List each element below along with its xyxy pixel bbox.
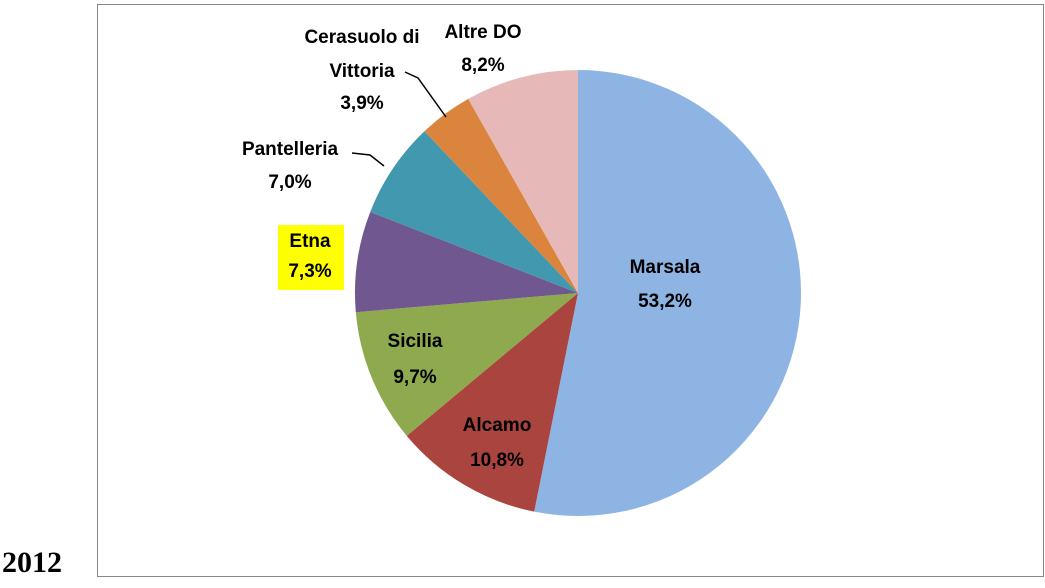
label-highlight (278, 225, 344, 290)
slice-value-label: 7,3% (288, 261, 331, 282)
slice-value-label: 10,8% (470, 450, 524, 471)
slice-label: Pantelleria (242, 139, 339, 160)
slice-label: Etna (289, 231, 331, 252)
slice-label: Marsala (630, 257, 701, 278)
slice-value-label: 53,2% (638, 291, 692, 312)
slices (355, 70, 802, 517)
pie-slice (355, 293, 578, 436)
slice-value-label: 8,2% (461, 55, 504, 76)
pie-slice (355, 211, 578, 313)
pie-slice (406, 293, 578, 512)
slice-value-label: 3,9% (340, 93, 383, 114)
pie-slice (468, 70, 578, 293)
slice-value-label: 7,0% (268, 172, 311, 193)
slice-label: Alcamo (463, 415, 532, 436)
leader-line (404, 71, 447, 118)
leader-line (351, 152, 385, 167)
pie-slice (370, 131, 578, 293)
pie-slice (534, 70, 802, 517)
slice-label: Altre DO (444, 22, 521, 43)
slice-value-label: 9,7% (393, 367, 436, 388)
slice-label: Sicilia (388, 331, 443, 352)
chart-title: 2012 (2, 546, 62, 579)
pie-slice (424, 98, 578, 294)
slice-label: Cerasuolo di Vittoria (304, 27, 419, 82)
